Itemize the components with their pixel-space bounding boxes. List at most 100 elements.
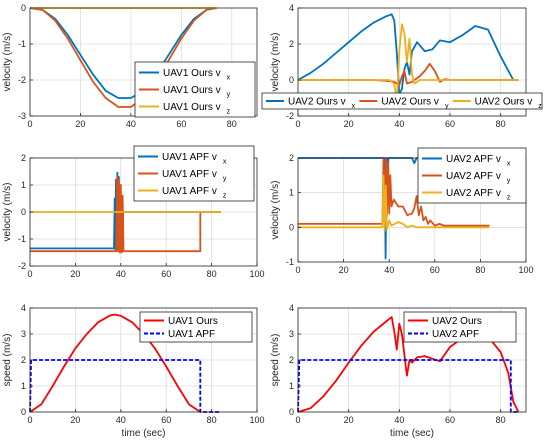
legend-entry: UAV1 Ours <box>168 316 218 327</box>
y-tick-label: 4 <box>289 3 294 13</box>
plot-panel-3: 0 20 40 60 80 100 2 1 0 -1 -2 velocity (m/s) UAV1 AP… <box>2 145 265 279</box>
x-tick-label: 20 <box>339 265 349 275</box>
y-tick-label: 0 <box>21 3 26 13</box>
x-tick-label: 100 <box>518 265 533 275</box>
x-tick-label: 0 <box>27 269 32 279</box>
legend-subscript: y <box>223 176 227 183</box>
legend-subscript: z <box>507 195 511 202</box>
series-line-2 <box>298 157 490 227</box>
y-tick-label: -1 <box>18 234 26 244</box>
legend-box <box>139 311 253 343</box>
legend-entry: UAV2 APF v <box>446 154 501 165</box>
x-tick-label: 0 <box>295 265 300 275</box>
x-tick-label: 40 <box>116 415 126 425</box>
x-tick-label: 40 <box>384 265 394 275</box>
y-tick-label: -1 <box>286 257 294 267</box>
x-tick-label: 80 <box>496 119 506 129</box>
legend-entry: UAV2 Ours v <box>381 97 439 108</box>
legend: UAV1 Ours v x UAV1 Ours v y UAV1 Ours v z <box>134 61 256 118</box>
legend-box <box>403 311 517 343</box>
x-tick-label: 0 <box>295 119 300 129</box>
legend-entry: UAV1 Ours v <box>163 68 221 79</box>
plot-panel-1: 0 20 40 60 80 0 -1 -2 -3 velocity (m/s) UAV1 Ours … <box>2 3 258 129</box>
x-tick-label: 40 <box>394 119 404 129</box>
axes-frame <box>297 7 527 117</box>
y-tick-label: 1 <box>289 381 294 391</box>
x-tick-label: 80 <box>475 265 485 275</box>
x-tick-label: 60 <box>161 269 171 279</box>
y-axis-label: velocity (m/s) <box>270 181 281 240</box>
legend-entry: UAV1 APF v <box>162 152 217 163</box>
x-tick-label: 60 <box>176 119 186 129</box>
y-tick-label: 0 <box>21 207 26 217</box>
series-line-1 <box>29 7 217 99</box>
x-tick-label: 0 <box>27 119 32 129</box>
legend-subscript: y <box>227 92 231 99</box>
y-tick-label: -2 <box>18 261 26 271</box>
x-tick-label: 20 <box>70 269 80 279</box>
x-axis-label: time (sec) <box>122 428 166 439</box>
y-tick-label: -2 <box>286 111 294 121</box>
legend-subscript: z <box>223 193 227 200</box>
x-tick-label: 80 <box>207 415 217 425</box>
series-line-2 <box>30 175 221 254</box>
x-tick-label: 20 <box>75 119 85 129</box>
legend-box <box>261 92 543 110</box>
x-tick-label: 0 <box>27 415 32 425</box>
series-line-1 <box>29 313 201 413</box>
x-tick-label: 60 <box>161 415 171 425</box>
series-line-2 <box>29 7 217 108</box>
legend: UAV1 APF v x UAV1 APF v y UAV1 APF v z <box>133 145 255 202</box>
y-tick-label: 2 <box>289 355 294 365</box>
y-tick-label: 0 <box>289 75 294 85</box>
legend-entry: UAV2 APF v <box>446 188 501 199</box>
legend: UAV2 APF v x UAV2 APF v y UAV2 APF v z <box>417 147 527 204</box>
y-tick-label: 1 <box>289 188 294 198</box>
legend-entry: UAV2 APF v <box>446 171 501 182</box>
y-axis-label: velocity (m/s) <box>2 183 13 242</box>
y-tick-label: -3 <box>18 111 26 121</box>
legend: UAV1 Ours UAV1 APF <box>139 311 253 343</box>
y-tick-label: 1 <box>21 180 26 190</box>
y-tick-label: 0 <box>289 222 294 232</box>
x-tick-label: 20 <box>344 415 354 425</box>
legend-entry: UAV2 Ours v <box>475 97 533 108</box>
legend-entry: UAV1 Ours v <box>163 102 221 113</box>
y-axis-label: speed (m/s) <box>2 334 13 387</box>
legend-entry: UAV2 Ours v <box>288 97 346 108</box>
x-tick-label: 40 <box>394 415 404 425</box>
y-tick-label: 1 <box>21 381 26 391</box>
legend-subscript: x <box>223 159 227 166</box>
y-tick-label: 0 <box>21 407 26 417</box>
legend: UAV2 Ours v x UAV2 Ours v y UAV2 Ours v z <box>261 92 543 110</box>
x-tick-label: 80 <box>207 269 217 279</box>
x-tick-label: 100 <box>249 269 264 279</box>
legend-entry: UAV1 APF v <box>162 186 217 197</box>
legend-entry: UAV1 APF v <box>162 169 217 180</box>
y-axis-label: velocity (m/s) <box>270 33 281 92</box>
plot-panel-5: 0 20 40 60 80 100 4 3 2 1 0 speed (m/s) time (sec) UA… <box>2 303 265 439</box>
legend-entry: UAV1 Ours v <box>163 85 221 96</box>
x-tick-label: 100 <box>249 415 264 425</box>
x-tick-label: 20 <box>344 119 354 129</box>
y-axis-label: velocity (m/s) <box>2 33 13 92</box>
y-tick-label: 2 <box>21 153 26 163</box>
x-tick-label: 60 <box>445 119 455 129</box>
y-tick-label: 3 <box>21 329 26 339</box>
x-tick-label: 40 <box>126 119 136 129</box>
x-tick-label: 40 <box>116 269 126 279</box>
x-tick-label: 80 <box>227 119 237 129</box>
plot-panel-6: 0 20 40 60 80 4 3 2 1 0 speed (m/s) time (sec) UAV2 … <box>270 303 527 439</box>
y-tick-label: 3 <box>289 329 294 339</box>
legend-subscript: z <box>538 103 542 110</box>
series-line-1 <box>297 13 519 96</box>
x-tick-label: 60 <box>445 415 455 425</box>
y-tick-label: -1 <box>18 39 26 49</box>
y-axis-label: speed (m/s) <box>270 334 281 387</box>
legend-subscript: y <box>507 178 511 185</box>
legend-subscript: x <box>352 103 356 110</box>
axes-frame <box>297 157 527 263</box>
